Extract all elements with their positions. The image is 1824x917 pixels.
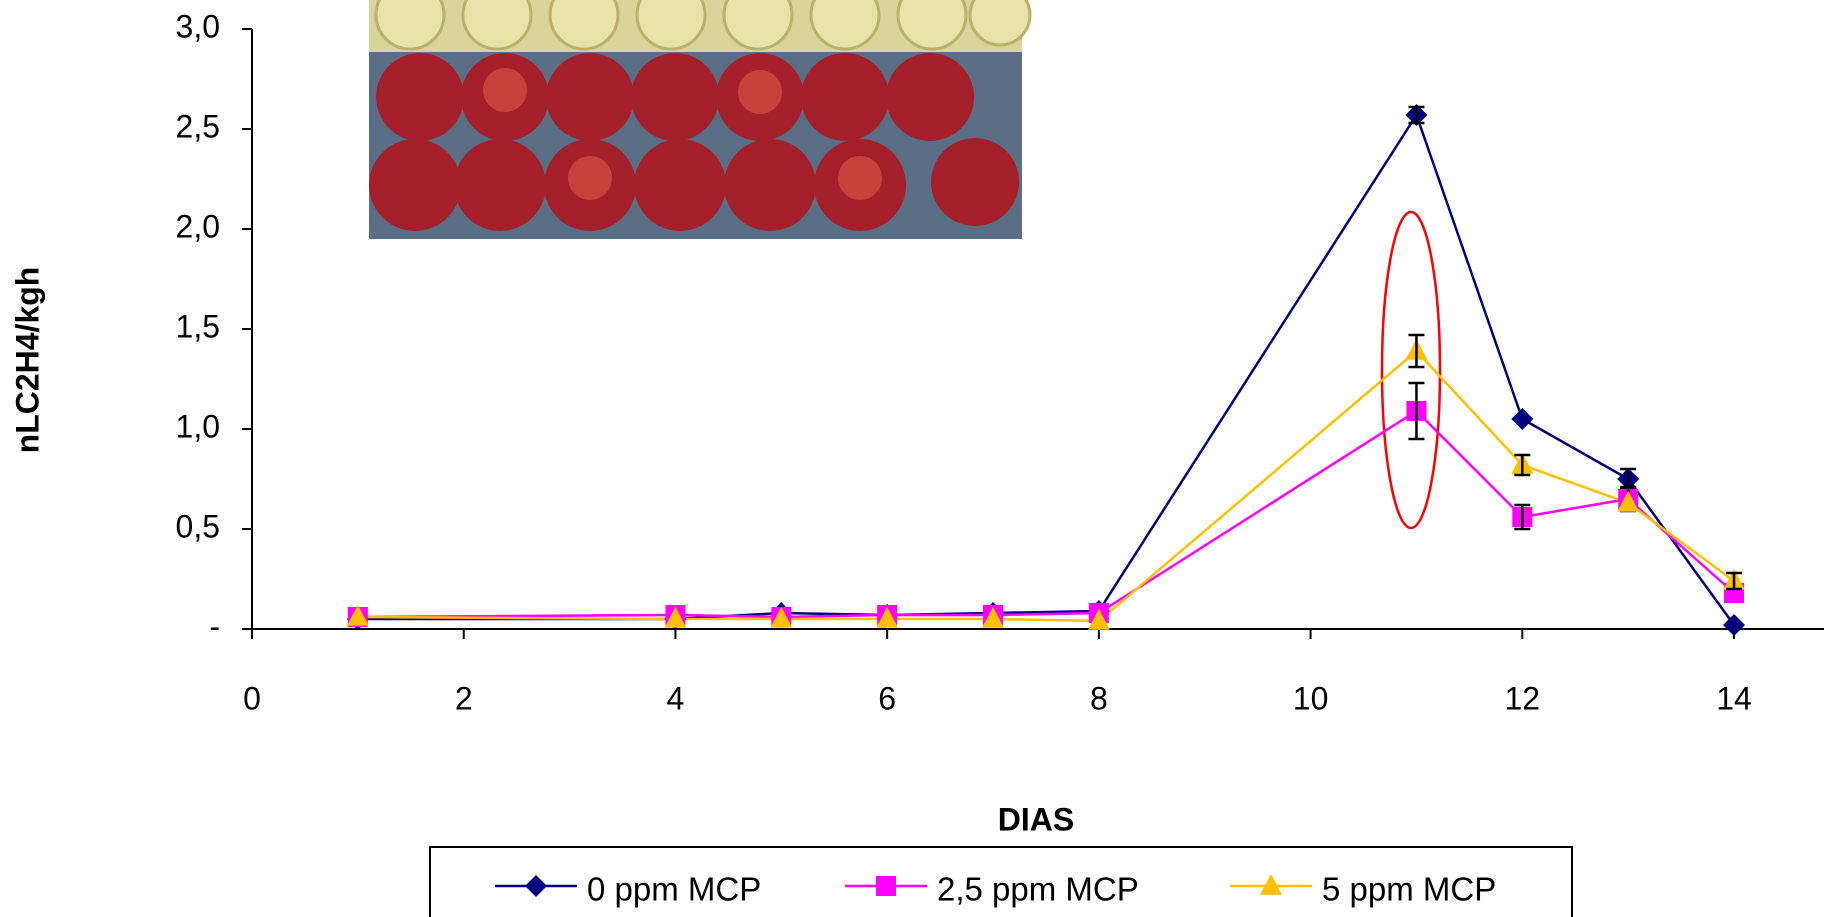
error-bar bbox=[1408, 333, 1425, 369]
marker bbox=[876, 606, 899, 628]
marker bbox=[1723, 614, 1746, 636]
marker bbox=[1617, 490, 1640, 512]
legend-label: 5 ppm MCP bbox=[1322, 871, 1496, 908]
y-tick-label: 0,5 bbox=[176, 508, 220, 544]
marker bbox=[1087, 608, 1110, 630]
y-tick-label: 1,0 bbox=[176, 408, 220, 444]
x-tick-label: 6 bbox=[878, 680, 896, 716]
highlight-ellipse bbox=[1380, 210, 1442, 530]
marker bbox=[770, 606, 793, 628]
x-tick-label: 2 bbox=[455, 680, 473, 716]
photo bbox=[369, 0, 1032, 239]
legend-label: 0 ppm MCP bbox=[587, 871, 761, 908]
error-bar bbox=[1514, 503, 1531, 531]
x-tick-label: 14 bbox=[1716, 680, 1752, 716]
y-tick-label: 3,0 bbox=[176, 8, 220, 44]
marker bbox=[982, 606, 1005, 628]
x-tick-label: 0 bbox=[243, 680, 261, 716]
x-tick-label: 4 bbox=[667, 680, 685, 716]
error-bar bbox=[1408, 105, 1425, 125]
x-tick-label: 12 bbox=[1505, 680, 1541, 716]
y-tick-label: - bbox=[209, 608, 220, 644]
legend-marker bbox=[876, 876, 896, 896]
x-axis-title: DIAS bbox=[998, 801, 1074, 837]
series-line bbox=[357, 409, 1735, 619]
y-tick-label: 1,5 bbox=[176, 308, 220, 344]
error-bar bbox=[1408, 381, 1425, 441]
marker bbox=[1511, 408, 1534, 430]
marker bbox=[664, 606, 687, 628]
y-tick-label: 2,0 bbox=[176, 208, 220, 244]
error-bar bbox=[1726, 571, 1743, 591]
legend-box bbox=[429, 846, 1573, 917]
legend-marker bbox=[1260, 873, 1282, 895]
series-line bbox=[357, 349, 1735, 623]
legend-label: 2,5 ppm MCP bbox=[937, 871, 1139, 908]
x-tick-label: 8 bbox=[1090, 680, 1108, 716]
legend-marker bbox=[525, 875, 547, 897]
error-bar bbox=[1514, 453, 1531, 477]
x-tick-label: 10 bbox=[1293, 680, 1329, 716]
marker bbox=[346, 604, 369, 626]
y-tick-label: 2,5 bbox=[176, 108, 220, 144]
y-axis-title: nLC2H4/kgh bbox=[9, 267, 45, 454]
